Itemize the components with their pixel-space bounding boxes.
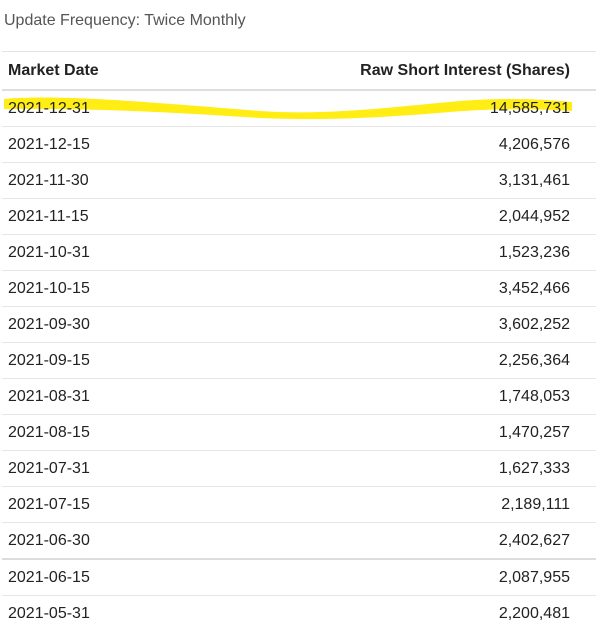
short-interest-cell: 1,748,053 xyxy=(302,379,596,415)
short-interest-table: Market Date Raw Short Interest (Shares) … xyxy=(2,51,596,631)
short-interest-cell: 1,523,236 xyxy=(302,235,596,271)
short-interest-cell: 2,189,111 xyxy=(302,487,596,523)
table-row: 2021-07-15 2,189,111 xyxy=(2,487,596,523)
market-date-cell: 2021-12-31 xyxy=(2,90,302,127)
update-frequency-label: Update Frequency: Twice Monthly xyxy=(4,12,246,30)
table-row: 2021-07-31 1,627,333 xyxy=(2,451,596,487)
market-date-cell: 2021-11-15 xyxy=(2,199,302,235)
market-date-cell: 2021-10-15 xyxy=(2,271,302,307)
table-row: 2021-08-31 1,748,053 xyxy=(2,379,596,415)
market-date-cell: 2021-06-15 xyxy=(2,559,302,596)
table-row: 2021-12-15 4,206,576 xyxy=(2,127,596,163)
market-date-cell: 2021-05-31 xyxy=(2,596,302,631)
short-interest-cell: 4,206,576 xyxy=(302,127,596,163)
market-date-cell: 2021-06-30 xyxy=(2,523,302,560)
short-interest-cell: 1,627,333 xyxy=(302,451,596,487)
short-interest-cell: 2,256,364 xyxy=(302,343,596,379)
market-date-header[interactable]: Market Date xyxy=(2,52,302,91)
short-interest-cell: 3,131,461 xyxy=(302,163,596,199)
raw-short-interest-header[interactable]: Raw Short Interest (Shares) xyxy=(302,52,596,91)
market-date-cell: 2021-08-31 xyxy=(2,379,302,415)
market-date-cell: 2021-09-30 xyxy=(2,307,302,343)
table-row: 2021-08-15 1,470,257 xyxy=(2,415,596,451)
table-row: 2021-11-30 3,131,461 xyxy=(2,163,596,199)
table-row: 2021-12-31 14,585,731 xyxy=(2,90,596,127)
table-row: 2021-06-30 2,402,627 xyxy=(2,523,596,560)
short-interest-cell: 1,470,257 xyxy=(302,415,596,451)
table-row: 2021-09-15 2,256,364 xyxy=(2,343,596,379)
short-interest-cell: 14,585,731 xyxy=(302,90,596,127)
market-date-cell: 2021-09-15 xyxy=(2,343,302,379)
short-interest-cell: 2,200,481 xyxy=(302,596,596,631)
table-row: 2021-05-31 2,200,481 xyxy=(2,596,596,631)
table-row: 2021-09-30 3,602,252 xyxy=(2,307,596,343)
market-date-cell: 2021-08-15 xyxy=(2,415,302,451)
short-interest-cell: 2,044,952 xyxy=(302,199,596,235)
short-interest-cell: 3,452,466 xyxy=(302,271,596,307)
market-date-cell: 2021-07-31 xyxy=(2,451,302,487)
market-date-cell: 2021-11-30 xyxy=(2,163,302,199)
table-row: 2021-10-31 1,523,236 xyxy=(2,235,596,271)
table-row: 2021-06-15 2,087,955 xyxy=(2,559,596,596)
table-header-row: Market Date Raw Short Interest (Shares) xyxy=(2,52,596,91)
market-date-cell: 2021-10-31 xyxy=(2,235,302,271)
table-row: 2021-11-15 2,044,952 xyxy=(2,199,596,235)
table-row: 2021-10-15 3,452,466 xyxy=(2,271,596,307)
short-interest-cell: 2,087,955 xyxy=(302,559,596,596)
short-interest-cell: 3,602,252 xyxy=(302,307,596,343)
market-date-cell: 2021-07-15 xyxy=(2,487,302,523)
market-date-cell: 2021-12-15 xyxy=(2,127,302,163)
short-interest-cell: 2,402,627 xyxy=(302,523,596,560)
